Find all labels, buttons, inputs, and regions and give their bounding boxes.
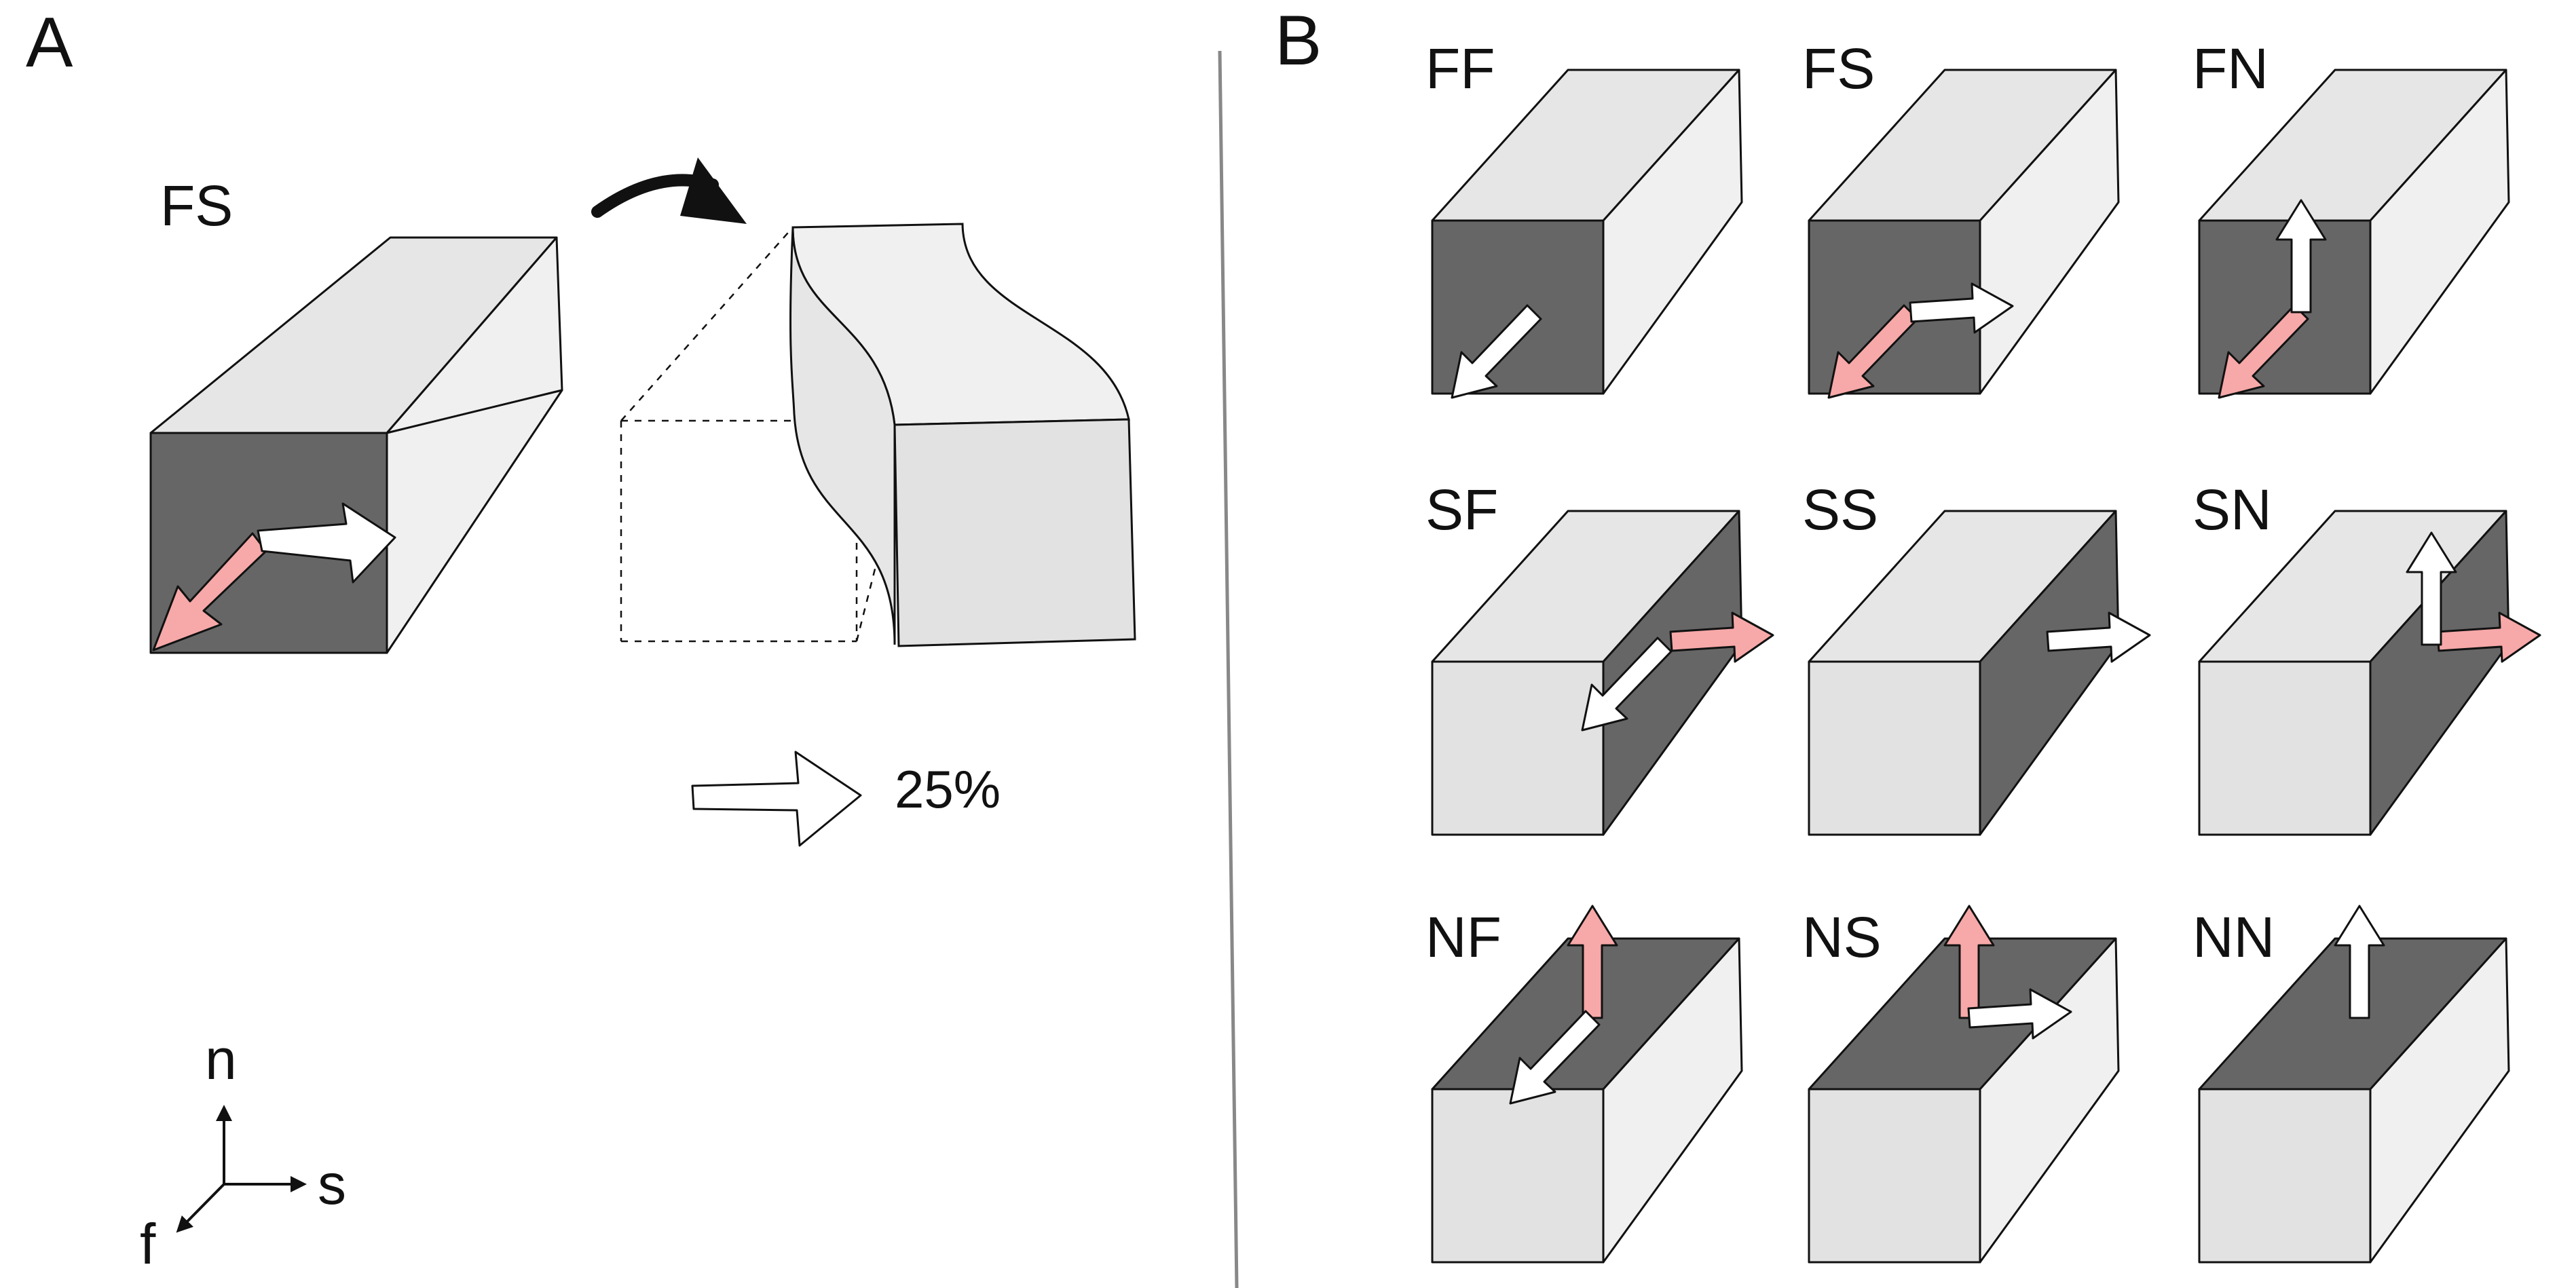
shear-deformation: [620, 223, 1136, 647]
box-nf: NF: [1425, 905, 1743, 1264]
strain-percentage: 25%: [895, 759, 1001, 819]
box-label: SS: [1802, 478, 1878, 542]
pink-arrow-n: [1943, 905, 1995, 1019]
white-arrow-f: [1509, 1010, 1601, 1105]
box-front-face: [1808, 1088, 1981, 1264]
box-front-face: [1808, 219, 1981, 395]
box-label: FF: [1425, 37, 1495, 100]
white-arrow-s: [1967, 988, 2072, 1040]
white-arrow-n: [2334, 905, 2385, 1019]
s-axis-label: s: [318, 1152, 346, 1216]
box-front-face: [1431, 660, 1605, 836]
box-sf: SF: [1425, 478, 1774, 836]
pink-arrow-f: [152, 532, 267, 651]
white-arrow-s: [1909, 282, 2014, 334]
white-arrow-f: [1451, 304, 1542, 399]
strain-arrow: [691, 751, 862, 847]
box-ff: FF: [1425, 37, 1743, 399]
white-arrow-n: [2275, 199, 2327, 314]
curved-arrow-head: [680, 157, 747, 224]
box-front-face: [1431, 1088, 1605, 1264]
box-nn: NN: [2192, 905, 2510, 1264]
box-front-face: [2198, 1088, 2372, 1264]
box-fn: FN: [2192, 37, 2510, 399]
box-fs: FS: [1802, 37, 2120, 399]
pink-arrow-s: [1669, 611, 1774, 663]
f-axis: [176, 1183, 225, 1233]
box-ss: SS: [1802, 478, 2151, 836]
white-arrow-n: [2406, 531, 2457, 646]
box-ns: NS: [1802, 905, 2120, 1264]
n-axis-label: n: [205, 1027, 237, 1091]
box-label: SF: [1425, 478, 1498, 542]
pink-arrow-f: [1827, 304, 1919, 399]
box-label: NN: [2192, 905, 2275, 969]
box-front-face: [1808, 660, 1981, 836]
panel-a: A FS: [26, 3, 1136, 1276]
axes-triad: [176, 1105, 307, 1233]
box-label: FN: [2192, 37, 2269, 100]
box-grid: FF FS FN SF SS SN NF NS NN: [1425, 37, 2541, 1264]
box-label: SN: [2192, 478, 2272, 542]
pink-arrow-n: [1567, 905, 1618, 1019]
white-arrow-s: [257, 502, 396, 584]
white-arrow-f: [1581, 637, 1673, 732]
box-label: NS: [1802, 905, 1882, 969]
cuboid-side-face-lower: [386, 389, 563, 654]
panel-a-box-label: FS: [160, 174, 233, 238]
box-label: FS: [1802, 37, 1875, 100]
box-front-face: [2198, 660, 2372, 836]
panel-b-letter: B: [1275, 1, 1322, 80]
panel-a-letter: A: [26, 3, 73, 82]
white-arrow-s: [2046, 611, 2151, 663]
fs-cuboid: [149, 236, 563, 654]
box-sn: SN: [2192, 478, 2541, 836]
panel-b: B FF FS FN SF SS SN NF NS NN: [1275, 1, 2541, 1264]
sheared-left-face: [789, 227, 896, 645]
pink-arrow-s: [2436, 611, 2541, 663]
pink-arrow-f: [2218, 304, 2309, 399]
box-front-face: [1431, 219, 1605, 395]
box-label: NF: [1425, 905, 1501, 969]
f-axis-label: f: [140, 1212, 156, 1276]
sheared-front-face: [893, 418, 1136, 647]
panel-divider: [1218, 50, 1239, 1288]
